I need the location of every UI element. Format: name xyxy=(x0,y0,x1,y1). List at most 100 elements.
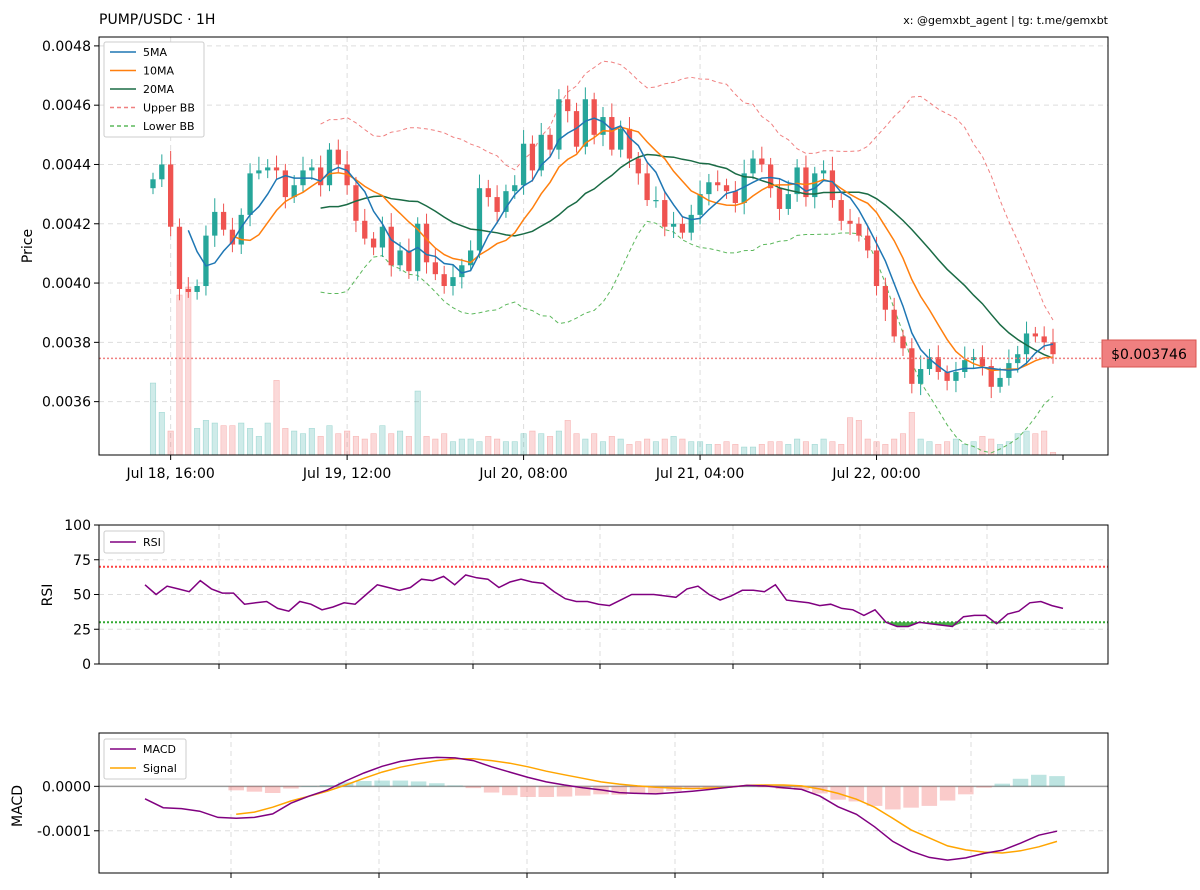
volume-bar xyxy=(591,433,598,456)
candle-body xyxy=(723,185,730,192)
volume-bar xyxy=(564,420,571,456)
price-y-tick-label: 0.0038 xyxy=(42,335,91,351)
volume-bar xyxy=(397,430,404,456)
candlesticks xyxy=(150,85,1056,399)
candle-body xyxy=(776,188,783,209)
volume-bar xyxy=(441,433,448,456)
volume-bar xyxy=(494,438,501,456)
volume-bar xyxy=(864,438,871,456)
price-x-tick-label: Jul 19, 12:00 xyxy=(302,466,391,482)
price-y-tick-label: 0.0036 xyxy=(42,395,91,411)
volume-bar xyxy=(935,444,942,456)
volume-bar xyxy=(149,382,157,456)
candle-body xyxy=(997,377,1003,387)
candle-body xyxy=(979,357,986,367)
price-legend: 5MA 10MA 20MA Upper BB Lower BB xyxy=(103,41,205,138)
macd-histogram-bar xyxy=(994,783,1011,787)
price-legend-label: Lower BB xyxy=(143,120,195,133)
candle-body xyxy=(326,149,333,186)
macd-histogram-bar xyxy=(611,786,627,795)
macd-histogram-bar xyxy=(356,781,372,787)
macd-histogram-bar xyxy=(793,786,810,790)
volume-bar xyxy=(652,441,659,456)
price-grid xyxy=(99,37,1108,455)
volume-bar xyxy=(317,436,324,456)
candle-body xyxy=(644,173,650,201)
volume-bar xyxy=(749,446,757,456)
candle-body xyxy=(750,158,756,174)
current-price-tag: $0.003746 xyxy=(1101,339,1197,368)
signal-line xyxy=(236,758,1058,854)
rsi-y-tick-label: 50 xyxy=(73,588,91,604)
volume-bar xyxy=(635,441,642,456)
volume-bar xyxy=(820,438,827,456)
volume-bar xyxy=(299,433,307,456)
candle-body xyxy=(1032,333,1038,337)
candle-body xyxy=(362,220,368,239)
candle-body xyxy=(935,357,941,372)
volume-bar xyxy=(670,436,677,456)
candle-body xyxy=(618,128,624,150)
candle-body xyxy=(247,173,253,215)
candle-body xyxy=(370,238,377,248)
candle-body xyxy=(1041,336,1047,343)
volume-bar xyxy=(158,412,165,456)
candle-body xyxy=(856,223,862,236)
volume-bar xyxy=(229,425,236,456)
candle-body xyxy=(159,164,165,180)
macd-histogram-bar xyxy=(465,786,482,789)
macd-histogram-bar xyxy=(520,786,536,797)
candle-body xyxy=(547,134,553,150)
macd-legend: MACD Signal xyxy=(103,738,187,780)
candle-body xyxy=(512,185,518,192)
candle-body xyxy=(423,223,430,263)
volume-bar xyxy=(802,441,809,456)
volume-bar xyxy=(185,286,192,456)
macd-legend-label: Signal xyxy=(143,762,177,775)
volume-bar xyxy=(679,438,686,456)
volume-bar xyxy=(847,417,854,456)
candle-body xyxy=(741,173,747,204)
volume-bar xyxy=(1014,433,1021,456)
candle-body xyxy=(803,167,809,198)
volume-bar xyxy=(785,444,792,456)
candle-body xyxy=(900,336,906,349)
macd-histogram xyxy=(228,774,1065,810)
macd-histogram-bar xyxy=(1012,778,1029,787)
candle-body xyxy=(653,200,659,202)
macd-lines xyxy=(144,756,1058,861)
volume-bar xyxy=(467,438,474,456)
volume-bar xyxy=(1041,430,1048,456)
candle-body xyxy=(626,128,633,159)
ma5-line xyxy=(187,117,1054,374)
macd-histogram-bar xyxy=(392,780,409,787)
candle-body xyxy=(150,179,156,189)
volume-bar xyxy=(944,441,951,456)
volume-bar xyxy=(829,441,836,456)
volume-bar xyxy=(423,436,430,456)
macd-histogram-bar xyxy=(976,786,992,788)
candle-body xyxy=(503,191,509,212)
candle-body xyxy=(432,262,438,275)
price-panel: 0.0048 0.0046 0.0044 0.0042 0.0040 0.0038 0.00… xyxy=(20,36,1197,482)
volume-bar xyxy=(599,441,607,456)
macd-histogram-bar xyxy=(228,786,244,791)
volume-bar xyxy=(1023,430,1030,456)
macd-histogram-bar xyxy=(575,786,591,796)
volume-bar xyxy=(961,444,968,456)
candle-body xyxy=(335,149,341,165)
macd-histogram-bar xyxy=(410,781,427,787)
candle-body xyxy=(688,214,694,233)
volume-bar xyxy=(705,444,712,456)
macd-histogram-bar xyxy=(757,786,773,788)
macd-histogram-bar xyxy=(502,786,518,796)
volume-bar xyxy=(1032,433,1039,456)
candle-body xyxy=(238,214,244,245)
macd-histogram-bar xyxy=(283,786,299,789)
rsi-y-tick-label: 75 xyxy=(73,553,91,569)
volume-bar xyxy=(617,438,624,456)
macd-histogram-bar xyxy=(812,786,828,794)
macd-histogram-bar xyxy=(429,783,445,787)
price-legend-label: 5MA xyxy=(143,46,167,59)
candle-body xyxy=(476,188,483,251)
